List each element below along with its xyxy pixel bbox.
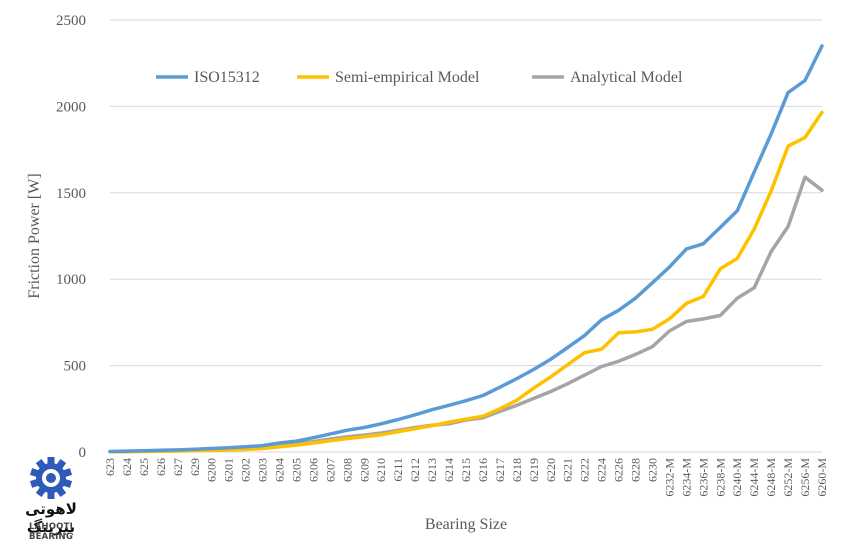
gear-logo-icon <box>29 457 73 499</box>
x-tick-label: 6248-M <box>764 458 778 497</box>
y-tick-label: 1000 <box>56 272 86 288</box>
legend: ISO15312 Semi-empirical Model Analytical M… <box>156 69 683 86</box>
x-tick-label: 6215 <box>459 458 473 482</box>
x-tick-label: 625 <box>137 458 151 476</box>
y-tick-label: 1500 <box>56 186 86 202</box>
x-tick-label: 629 <box>188 458 202 476</box>
legend-label: Semi-empirical Model <box>335 69 480 86</box>
x-tick-label: 6213 <box>425 458 439 482</box>
x-tick-label: 623 <box>103 458 117 476</box>
x-tick-label: 6219 <box>527 458 541 482</box>
gridlines <box>110 19 822 453</box>
series-line <box>108 110 824 454</box>
x-tick-label: 6220 <box>544 458 558 482</box>
x-tick-label: 6208 <box>340 458 354 482</box>
x-tick-labels: 623 624 625 626 627 629 6200 6201 6202 6203 6204 62… <box>103 458 829 497</box>
x-tick-label: 627 <box>171 458 185 476</box>
x-tick-label: 6209 <box>357 458 371 482</box>
x-tick-label: 6200 <box>205 458 219 482</box>
x-tick-label: 6230 <box>645 458 659 482</box>
series-line <box>108 44 824 454</box>
x-tick-label: 6205 <box>289 458 303 482</box>
x-tick-label: 6222 <box>578 458 592 482</box>
y-tick-label: 500 <box>64 359 87 375</box>
y-tick-label: 2000 <box>56 99 86 115</box>
x-tick-label: 6238-M <box>713 458 727 497</box>
logo-text-english: LAHOOTI BEARING <box>28 522 74 542</box>
x-tick-label: 6228 <box>629 458 643 482</box>
gear-tooth <box>29 468 40 478</box>
x-tick-label: 6244-M <box>747 458 761 497</box>
x-tick-label: 6201 <box>222 458 236 482</box>
lahooti-bearing-logo: لاهوتی بیرینگ LAHOOTI BEARING <box>6 454 96 542</box>
gear-tooth <box>62 468 73 478</box>
gear-tooth <box>55 486 67 498</box>
x-tick-label: 6214 <box>442 458 456 482</box>
x-tick-label: 6240-M <box>730 458 744 497</box>
x-tick-label: 6256-M <box>798 458 812 497</box>
y-tick-label: 2500 <box>56 13 86 29</box>
x-tick-label: 6226 <box>612 458 626 482</box>
series-lines <box>108 44 824 454</box>
x-tick-label: 6252-M <box>781 458 795 497</box>
x-tick-label: 6211 <box>391 458 405 482</box>
x-tick-label: 6232-M <box>662 458 676 497</box>
gear-tooth <box>35 458 47 470</box>
y-axis-title: Friction Power [W] <box>26 173 43 298</box>
x-tick-label: 6218 <box>510 458 524 482</box>
x-tick-label: 6212 <box>408 458 422 482</box>
x-tick-label: 6221 <box>561 458 575 482</box>
gear-tooth <box>55 458 67 470</box>
gear-tooth <box>35 486 47 498</box>
x-axis-title: Bearing Size <box>425 516 507 533</box>
gear-tooth <box>29 478 40 488</box>
gear-tooth <box>62 478 73 488</box>
x-tick-label: 6234-M <box>679 458 693 497</box>
x-tick-label: 6210 <box>374 458 388 482</box>
x-tick-label: 6216 <box>476 458 490 482</box>
x-tick-label: 6202 <box>239 458 253 482</box>
series-line <box>108 175 824 454</box>
x-tick-label: 6203 <box>256 458 270 482</box>
logo-text-persian: لاهوتی بیرینگ <box>25 500 77 536</box>
x-tick-label: 6260-M <box>815 458 829 497</box>
x-tick-label: 624 <box>120 458 134 476</box>
gear-tooth <box>47 457 55 465</box>
y-tick-labels: 0 500 1000 1500 2000 2500 <box>56 13 86 461</box>
x-tick-label: 6206 <box>306 458 320 482</box>
x-tick-label: 6204 <box>273 458 287 482</box>
legend-label: ISO15312 <box>194 69 260 86</box>
y-tick-label: 0 <box>79 445 87 461</box>
x-tick-label: 6207 <box>323 458 337 482</box>
x-tick-label: 6224 <box>595 458 609 482</box>
x-tick-label: 6236-M <box>696 458 710 497</box>
legend-label: Analytical Model <box>570 69 683 86</box>
gear-tooth <box>47 491 55 499</box>
x-tick-label: 626 <box>154 458 168 476</box>
x-tick-label: 6217 <box>493 458 507 482</box>
